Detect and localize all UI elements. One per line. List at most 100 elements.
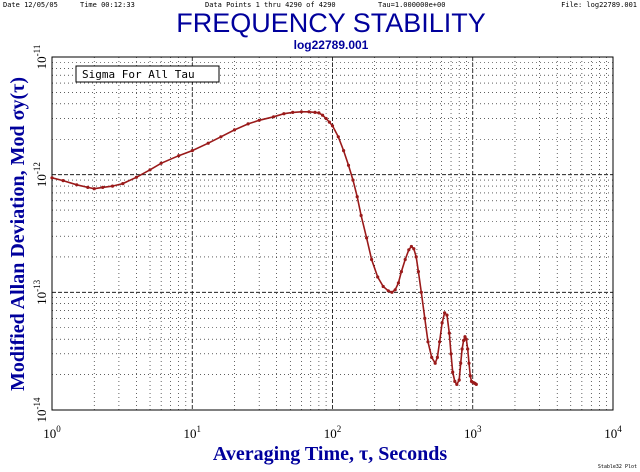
data-point [412, 247, 416, 251]
data-point [177, 154, 181, 158]
data-point [451, 370, 455, 374]
y-tick-label: 10-14 [32, 397, 49, 422]
grid-major [52, 57, 613, 410]
x-tick-label: 100 [43, 424, 61, 441]
data-point [381, 284, 385, 289]
x-tick-label: 104 [604, 424, 622, 441]
data-point [351, 178, 355, 182]
data-point [435, 355, 439, 359]
header-tau: Tau=1.000000e+00 [378, 1, 445, 9]
data-point [359, 213, 363, 218]
data-point [148, 168, 152, 172]
data-point [61, 179, 65, 183]
y-tick-label: 10-12 [32, 162, 49, 187]
data-point [313, 110, 317, 114]
legend-box [75, 65, 220, 83]
data-point [101, 185, 105, 189]
data-point [121, 182, 125, 186]
data-point [460, 347, 464, 351]
data-point [403, 257, 407, 262]
data-point [299, 110, 303, 114]
data-point [336, 135, 340, 139]
x-tick-labels: 100 101 102 103 104 [43, 424, 622, 441]
data-point [327, 120, 331, 124]
data-point [307, 110, 311, 114]
data-point [257, 118, 261, 122]
data-point [232, 128, 237, 132]
data-point [426, 340, 430, 344]
data-point [370, 257, 374, 262]
data-point [159, 161, 163, 165]
data-point [445, 313, 449, 317]
data-point [246, 122, 250, 126]
data-point [449, 352, 453, 356]
chart-title: FREQUENCY STABILITY [176, 8, 486, 38]
data-point [110, 184, 115, 188]
data-point [468, 374, 472, 378]
data-point [463, 335, 467, 339]
data-point [399, 270, 403, 274]
header-data-points: Data Points 1 thru 4290 of 4290 [205, 1, 336, 9]
data-point [365, 236, 369, 240]
data-point [419, 290, 423, 294]
header-time: Time 00:12:33 [80, 1, 135, 9]
data-point [457, 378, 461, 382]
credit: Stable32 Plot [598, 464, 637, 470]
data-point [342, 149, 346, 153]
data-point [206, 141, 210, 145]
x-tick-label: 103 [464, 424, 482, 441]
header-date: Date 12/05/05 [3, 1, 58, 9]
data-point [430, 355, 434, 359]
data-point [134, 175, 138, 179]
data-point [447, 331, 451, 335]
data-point [50, 176, 54, 180]
y-tick-labels: 10-14 10-13 10-12 10-11 [32, 45, 49, 423]
data-point [467, 361, 471, 365]
data-point [92, 187, 96, 191]
y-tick-label: 10-11 [32, 45, 49, 70]
data-point [355, 195, 359, 199]
data-point [386, 289, 390, 293]
data-point [324, 116, 328, 121]
legend-text: Sigma For All Tau [82, 68, 195, 81]
x-tick-label: 102 [324, 424, 342, 441]
data-point [414, 255, 418, 259]
data-point [433, 361, 437, 365]
data-point [346, 163, 351, 167]
data-point [474, 382, 478, 386]
data-point [291, 110, 295, 114]
data-point [396, 281, 400, 285]
data-point [462, 338, 466, 343]
data-point [393, 288, 397, 292]
data-point [438, 340, 442, 344]
data-point [272, 115, 276, 119]
data-point [86, 185, 90, 189]
data-point [407, 248, 411, 252]
data-point [455, 382, 459, 386]
x-axis-label: Averaging Time, τ, Seconds [213, 443, 447, 465]
data-point [330, 124, 335, 128]
data-point [282, 112, 286, 116]
chart-subtitle: log22789.001 [294, 38, 369, 52]
x-tick-label: 101 [184, 424, 202, 441]
data-point [464, 337, 468, 341]
header-file: File: log22789.001 [561, 1, 637, 9]
data-point [219, 135, 223, 139]
data-point [409, 244, 413, 249]
data-point [190, 149, 194, 153]
data-point [75, 183, 79, 187]
data-point [443, 311, 447, 315]
data-point [466, 347, 470, 351]
y-tick-label: 10-13 [32, 279, 49, 304]
data-point [423, 316, 427, 320]
data-point [321, 113, 325, 117]
y-axis-label: Modified Allan Deviation, Mod σy(τ) [7, 77, 29, 391]
data-point [440, 321, 444, 325]
data-point [317, 111, 321, 115]
data-point [376, 275, 380, 279]
data-point [453, 379, 457, 383]
data-point [416, 270, 420, 274]
data-point [390, 290, 394, 294]
series-group [50, 110, 478, 386]
